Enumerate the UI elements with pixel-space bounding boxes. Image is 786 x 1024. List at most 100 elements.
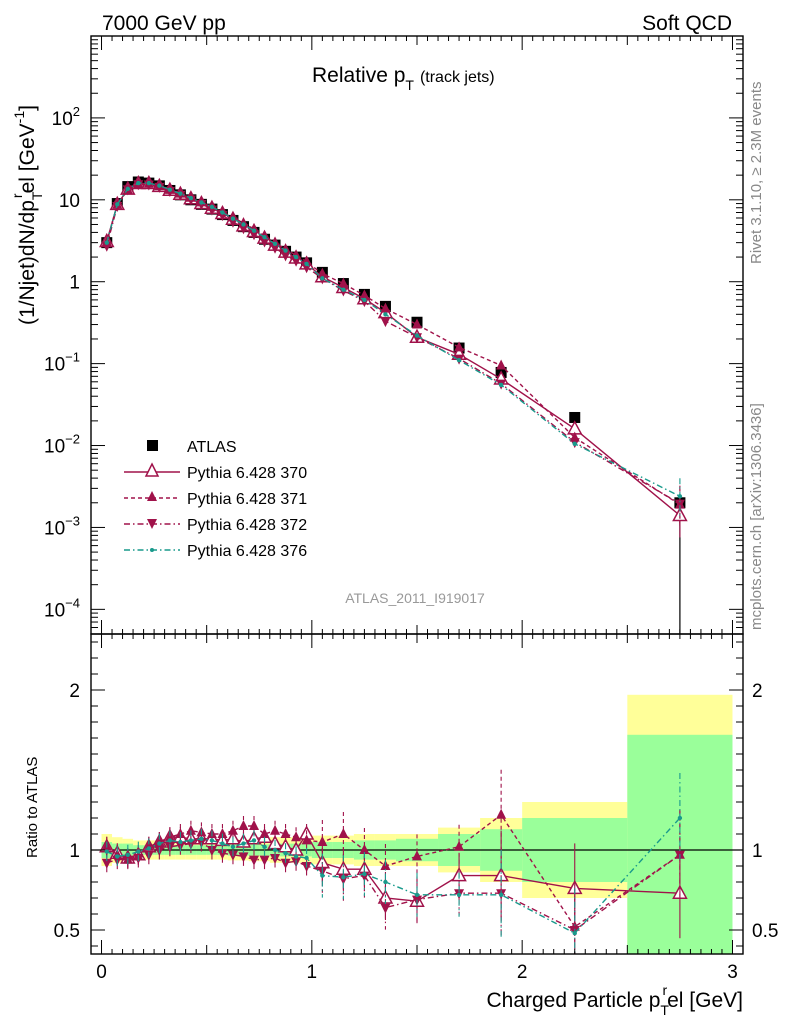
mc-point xyxy=(249,230,259,241)
y-label-a: (1/Njet)dN/dp xyxy=(16,200,39,325)
mc-point xyxy=(293,254,299,260)
plot-title-main: Relative p xyxy=(312,64,405,87)
ratio-point xyxy=(359,844,370,854)
ratio-point xyxy=(301,834,312,845)
mc-point xyxy=(112,202,123,213)
mc-point xyxy=(209,204,215,210)
ratio-point xyxy=(380,903,391,914)
ratio-point xyxy=(178,839,183,845)
x-label-sup: r xyxy=(662,982,667,998)
mc-point xyxy=(677,494,683,499)
y-tick-base: 10 xyxy=(44,518,65,539)
mc-point xyxy=(251,228,257,233)
y-tick-base: 10 xyxy=(44,437,65,458)
mc-point xyxy=(362,297,367,303)
y-label-sup: r xyxy=(9,193,25,198)
main-marks xyxy=(99,174,688,634)
ratio-point xyxy=(272,847,278,853)
side-label-rivet: Rivet 3.1.10, ≥ 2.3M events xyxy=(748,82,765,265)
mc-point xyxy=(262,234,267,240)
legend-label-376: Pythia 6.428 376 xyxy=(187,543,307,560)
ratio-point xyxy=(125,852,131,857)
ratio-point xyxy=(188,838,194,843)
legend-label-372: Pythia 6.428 372 xyxy=(187,517,307,534)
ratio-point xyxy=(230,844,236,849)
mc-point xyxy=(380,302,391,313)
mc-point xyxy=(496,359,507,370)
ratio-point xyxy=(251,838,257,843)
legend-entry-370: Pythia 6.428 370 xyxy=(124,462,307,482)
analysis-id: ATLAS_2011_I919017 xyxy=(345,590,485,606)
data-point xyxy=(569,411,581,423)
y-tick-base: 10 xyxy=(44,600,65,621)
mc-point xyxy=(154,182,165,193)
ratio-point xyxy=(217,849,228,860)
ratio-point xyxy=(238,820,249,830)
ratio-point xyxy=(101,858,112,869)
y-label-sub: T xyxy=(29,191,45,200)
series-line xyxy=(106,182,681,497)
ratio-point xyxy=(362,871,367,877)
mc-point xyxy=(104,240,109,245)
ratio-point xyxy=(320,873,325,878)
mc-point xyxy=(338,277,349,288)
mc-point xyxy=(414,333,420,338)
ratio-point xyxy=(104,849,109,854)
ratio-point xyxy=(454,840,465,851)
y-tick-label: 102 xyxy=(52,104,80,130)
ratio-panel: 0.5 0.5 1 1 2 2 0 1 2 3 Ratio to ATLAS Charged P… xyxy=(24,633,779,1018)
y-tick-label: 10 xyxy=(59,191,80,212)
mc-point xyxy=(454,341,465,352)
ratio-point xyxy=(280,828,291,838)
ratio-point xyxy=(238,852,249,863)
y-tick-base: 10 xyxy=(59,191,80,212)
mc-point xyxy=(101,241,112,252)
mc-point xyxy=(146,180,152,186)
ratio-point xyxy=(262,844,267,849)
x-tick-label: 2 xyxy=(517,962,528,983)
legend-entry-371: Pythia 6.428 371 xyxy=(124,491,307,508)
ratio-point xyxy=(317,836,328,846)
series-4 xyxy=(104,180,683,519)
mc-point xyxy=(456,358,462,363)
ratio-point xyxy=(304,855,309,861)
y-label-c: ] xyxy=(16,105,39,111)
mc-point xyxy=(412,318,422,329)
x-tick-label: 0 xyxy=(96,962,107,983)
mc-point xyxy=(359,289,370,300)
ratio-point xyxy=(146,846,152,851)
y-tick-label: 10−3 xyxy=(44,513,80,539)
mc-point xyxy=(136,180,141,186)
series-0 xyxy=(101,176,686,634)
mc-point xyxy=(291,256,302,267)
mc-point xyxy=(341,287,346,292)
ratio-point xyxy=(338,874,349,885)
mc-point xyxy=(272,241,278,247)
mc-point xyxy=(167,187,173,192)
ratio-point xyxy=(259,855,270,866)
ratio-point xyxy=(341,875,346,880)
x-label-a: Charged Particle p xyxy=(486,989,660,1012)
mc-point xyxy=(238,224,249,235)
y-tick-exp: −4 xyxy=(65,595,80,610)
x-tick-labels: 0 1 2 3 xyxy=(96,962,738,983)
series-1 xyxy=(99,174,688,538)
series-line xyxy=(106,183,681,506)
y-tick-exp: −3 xyxy=(65,513,80,528)
ratio-series-3 xyxy=(104,773,683,954)
ratio-point xyxy=(227,824,238,835)
mc-point xyxy=(157,183,162,188)
mc-point xyxy=(383,312,388,317)
mc-point xyxy=(498,382,504,388)
ratio-y-axis-label: Ratio to ATLAS xyxy=(24,757,41,858)
legend-marker-376 xyxy=(150,548,154,552)
ratio-ytick-labels: 0.5 0.5 1 1 2 2 xyxy=(54,681,779,942)
ratio-point xyxy=(293,854,299,859)
mc-point xyxy=(572,441,577,446)
ratio-point xyxy=(167,838,173,843)
ratio-point xyxy=(199,836,204,841)
legend-label-370: Pythia 6.428 370 xyxy=(187,465,307,482)
plot-title-extra: (track jets) xyxy=(420,69,495,86)
